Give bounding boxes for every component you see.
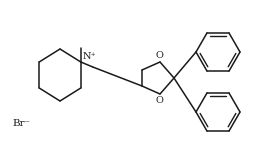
- Text: N⁺: N⁺: [83, 52, 96, 61]
- Text: O: O: [155, 96, 163, 105]
- Text: Br⁻: Br⁻: [12, 120, 30, 129]
- Text: O: O: [155, 51, 163, 60]
